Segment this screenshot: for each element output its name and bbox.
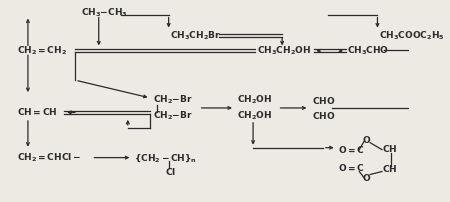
Text: $\bf{CH}$: $\bf{CH}$ [382, 143, 397, 154]
Text: $\bf{CH_2}$$\bf{OH}$: $\bf{CH_2}$$\bf{OH}$ [237, 110, 272, 122]
Text: $\bf{CHO}$: $\bf{CHO}$ [312, 110, 336, 121]
Text: $\bf{CH}$: $\bf{CH}$ [382, 163, 397, 174]
Text: $\bf{CH_3CH_2OH}$: $\bf{CH_3CH_2OH}$ [256, 44, 311, 57]
Text: $\bf{CH_2}$$\bf{-Br}$: $\bf{CH_2}$$\bf{-Br}$ [153, 94, 193, 106]
Text: $\bf{Cl}$: $\bf{Cl}$ [165, 166, 176, 177]
Text: $\bf{O=C}$: $\bf{O=C}$ [338, 162, 365, 173]
Text: $\bf{CH_2}$$\bf{OH}$: $\bf{CH_2}$$\bf{OH}$ [237, 94, 272, 106]
Text: $\bf{CHO}$: $\bf{CHO}$ [312, 95, 336, 105]
Text: $\bf{O=C}$: $\bf{O=C}$ [338, 144, 365, 155]
Text: $\bf{CH_3COOC_2H_5}$: $\bf{CH_3COOC_2H_5}$ [379, 29, 445, 42]
Text: $\bf{CH=CH}$: $\bf{CH=CH}$ [17, 106, 58, 117]
Text: $\bf{O}$: $\bf{O}$ [362, 134, 371, 145]
Text: $\bf{CH_3CHO}$: $\bf{CH_3CHO}$ [347, 44, 390, 57]
Text: $\bf{O}$: $\bf{O}$ [362, 172, 371, 183]
Text: $\bf{CH_3}$$\bf{-}$$\bf{CH_3}$: $\bf{CH_3}$$\bf{-}$$\bf{CH_3}$ [81, 6, 127, 19]
Text: $\bf{CH_2=CHCl-}$: $\bf{CH_2=CHCl-}$ [17, 151, 81, 164]
Text: $\bf{\{CH_2-CH\}}_{\bf{n}}$: $\bf{\{CH_2-CH\}}_{\bf{n}}$ [134, 152, 197, 164]
Text: $\bf{CH_2}$$\bf{-Br}$: $\bf{CH_2}$$\bf{-Br}$ [153, 110, 193, 122]
Text: $\bf{CH_3CH_2Br}$: $\bf{CH_3CH_2Br}$ [171, 29, 221, 42]
Text: $\bf{CH_2=CH_2}$: $\bf{CH_2=CH_2}$ [17, 44, 67, 57]
